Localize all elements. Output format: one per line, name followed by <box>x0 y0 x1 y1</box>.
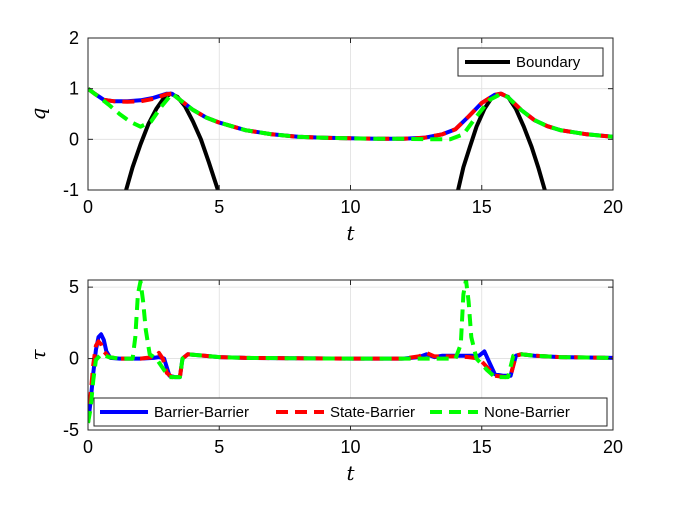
y-tick-label: -1 <box>63 180 79 200</box>
y-tick-label: -5 <box>63 420 79 440</box>
legend-box <box>93 397 608 427</box>
series-line-none-barrier <box>88 280 613 424</box>
y-axis-label: τ <box>26 349 50 361</box>
legend-label-boundary: Boundary <box>516 54 581 71</box>
series-line-none-barrier <box>88 87 613 142</box>
x-axis-label: t <box>346 221 355 245</box>
y-tick-label: 0 <box>69 129 79 149</box>
x-tick-label: 0 <box>83 437 93 457</box>
y-tick-label: 1 <box>69 79 79 99</box>
series-group <box>88 87 613 190</box>
x-tick-label: 10 <box>340 197 360 217</box>
x-tick-label: 0 <box>83 197 93 217</box>
series-line-state-barrier <box>88 87 613 141</box>
legend: Barrier-Barrier State-Barrier None-Barrier <box>93 397 608 427</box>
y-tick-label: 0 <box>69 349 79 369</box>
legend: Boundary <box>457 47 604 77</box>
y-axis-label: q <box>26 108 50 121</box>
x-tick-label: 5 <box>214 197 224 217</box>
x-tick-label: 20 <box>603 437 623 457</box>
series-group <box>88 280 613 424</box>
legend-label-state-barrier: State-Barrier <box>330 404 415 421</box>
x-tick-label: 20 <box>603 197 623 217</box>
x-tick-label: 15 <box>472 197 492 217</box>
legend-label-barrier-barrier: Barrier-Barrier <box>154 404 249 421</box>
y-tick-label: 2 <box>69 28 79 48</box>
legend-label-none-barrier: None-Barrier <box>484 404 570 421</box>
y-tick-label: 5 <box>69 277 79 297</box>
x-tick-label: 15 <box>472 437 492 457</box>
x-tick-label: 10 <box>340 437 360 457</box>
x-tick-label: 5 <box>214 437 224 457</box>
x-axis-label: t <box>346 461 355 485</box>
